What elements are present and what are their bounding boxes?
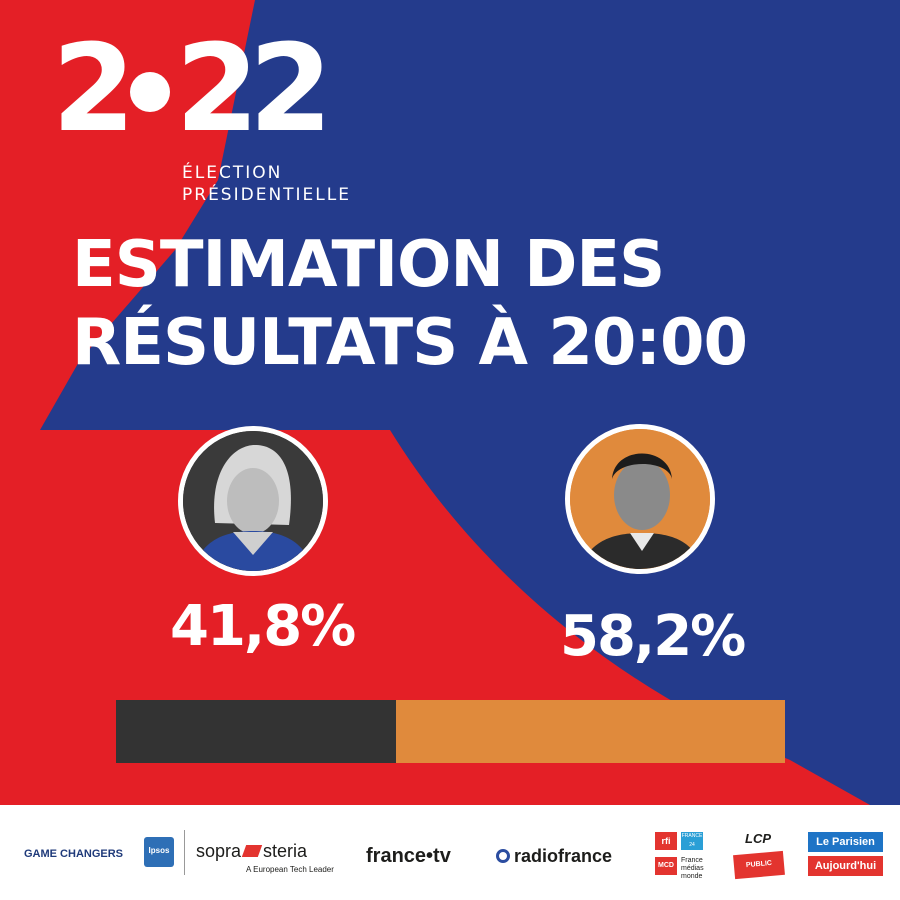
headline-line-2: RÉSULTATS À 20:00	[72, 306, 748, 380]
headline: ESTIMATION DES RÉSULTATS À 20:00	[72, 226, 748, 382]
public-senat-logo: PUBLIC SÉNAT	[733, 850, 785, 893]
candidate-right-photo	[570, 429, 710, 569]
sponsor-footer: GAME CHANGERS Ipsos sopra steria A Europe…	[0, 805, 900, 900]
background-red-upper	[0, 0, 255, 430]
candidate-left-photo	[183, 431, 323, 571]
sponsor-divider	[184, 830, 185, 875]
aujourdhui-logo: Aujourd'hui	[808, 856, 883, 876]
sopra-steria-logo: sopra steria	[196, 841, 307, 862]
sopra-mark-icon	[241, 845, 263, 857]
candidate-left-portrait	[178, 426, 328, 576]
results-bar-right	[395, 700, 785, 763]
headline-line-1: ESTIMATION DES	[72, 228, 665, 302]
logo-line-election: ÉLECTION	[182, 163, 283, 183]
logo-subtitle: ÉLECTION PRÉSIDENTIELLE	[182, 162, 351, 206]
ipsos-tagline: GAME CHANGERS	[24, 848, 124, 860]
ipsos-logo-text: Ipsos	[148, 846, 170, 855]
results-bar-left	[116, 700, 396, 763]
logo-year-right: 22	[175, 20, 333, 159]
ipsos-logo: Ipsos	[144, 837, 174, 867]
logo-dot	[129, 72, 170, 112]
steria-word: steria	[263, 841, 308, 861]
logo-year-2022: 2 22	[52, 30, 333, 150]
results-bar	[116, 700, 785, 763]
sopra-tagline: A European Tech Leader	[246, 865, 334, 874]
lcp-logo: LCP	[745, 831, 771, 846]
sopra-word: sopra	[196, 841, 242, 861]
rfi-logo: rfi	[655, 832, 677, 850]
result-left-label: 41,8%	[170, 594, 356, 659]
radiofrance-mark-icon	[496, 849, 510, 863]
radiofrance-logo: radiofrance	[514, 846, 613, 866]
fmm-logo: France médias monde	[681, 857, 704, 880]
result-right-label: 58,2%	[560, 604, 746, 669]
france24-logo: FRANCE 24	[681, 832, 703, 850]
mcd-logo: MCD	[655, 857, 677, 875]
logo-line-presidentielle: PRÉSIDENTIELLE	[182, 185, 351, 205]
francetv-logo: france•tv	[366, 845, 451, 867]
leparisien-logo: Le Parisien	[808, 832, 883, 852]
logo-year-left: 2	[52, 20, 135, 159]
candidate-right-portrait	[565, 424, 715, 574]
